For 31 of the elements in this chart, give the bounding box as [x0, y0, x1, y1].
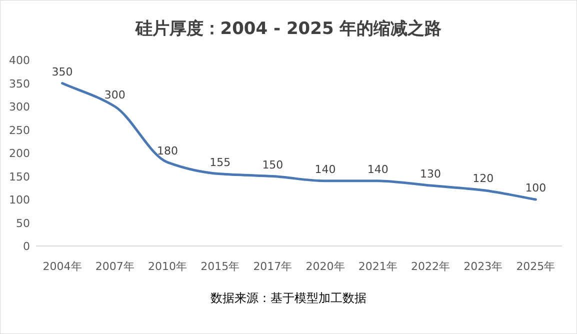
- y-tick-label: 250: [9, 124, 30, 137]
- y-tick-label: 0: [23, 240, 30, 253]
- chart-title: 硅片厚度：2004 - 2025 年的缩减之路: [134, 19, 442, 39]
- data-label: 300: [104, 88, 126, 102]
- x-tick-label: 2004年: [42, 260, 82, 273]
- data-label: 100: [525, 182, 546, 194]
- source-note: 数据来源：基于模型加工数据: [210, 291, 366, 305]
- data-label: 155: [210, 156, 231, 169]
- x-tick-label: 2015年: [200, 260, 240, 273]
- y-tick-label: 50: [16, 216, 30, 230]
- x-tick-label: 2007年: [95, 260, 134, 273]
- y-tick-label: 150: [9, 170, 30, 184]
- x-tick-label: 2023年: [464, 260, 503, 273]
- x-tick-label: 2010年: [148, 260, 187, 273]
- y-tick-label: 100: [9, 194, 30, 206]
- data-label: 180: [157, 144, 178, 158]
- x-tick-label: 2022年: [411, 260, 450, 273]
- y-tick-label: 400: [9, 54, 30, 67]
- x-tick-label: 2020年: [306, 260, 345, 273]
- y-tick-label: 300: [9, 100, 30, 114]
- x-tick-label: 2025年: [516, 260, 556, 273]
- data-label: 140: [314, 162, 336, 176]
- data-label: 150: [262, 158, 284, 172]
- x-tick-label: 2017年: [253, 260, 292, 273]
- x-tick-label: 2021年: [358, 260, 398, 273]
- y-tick-label: 200: [9, 147, 30, 160]
- data-label: 140: [367, 162, 388, 176]
- data-label: 130: [420, 168, 441, 181]
- data-label: 350: [52, 65, 73, 78]
- y-tick-label: 350: [9, 77, 30, 90]
- data-label: 120: [472, 172, 494, 186]
